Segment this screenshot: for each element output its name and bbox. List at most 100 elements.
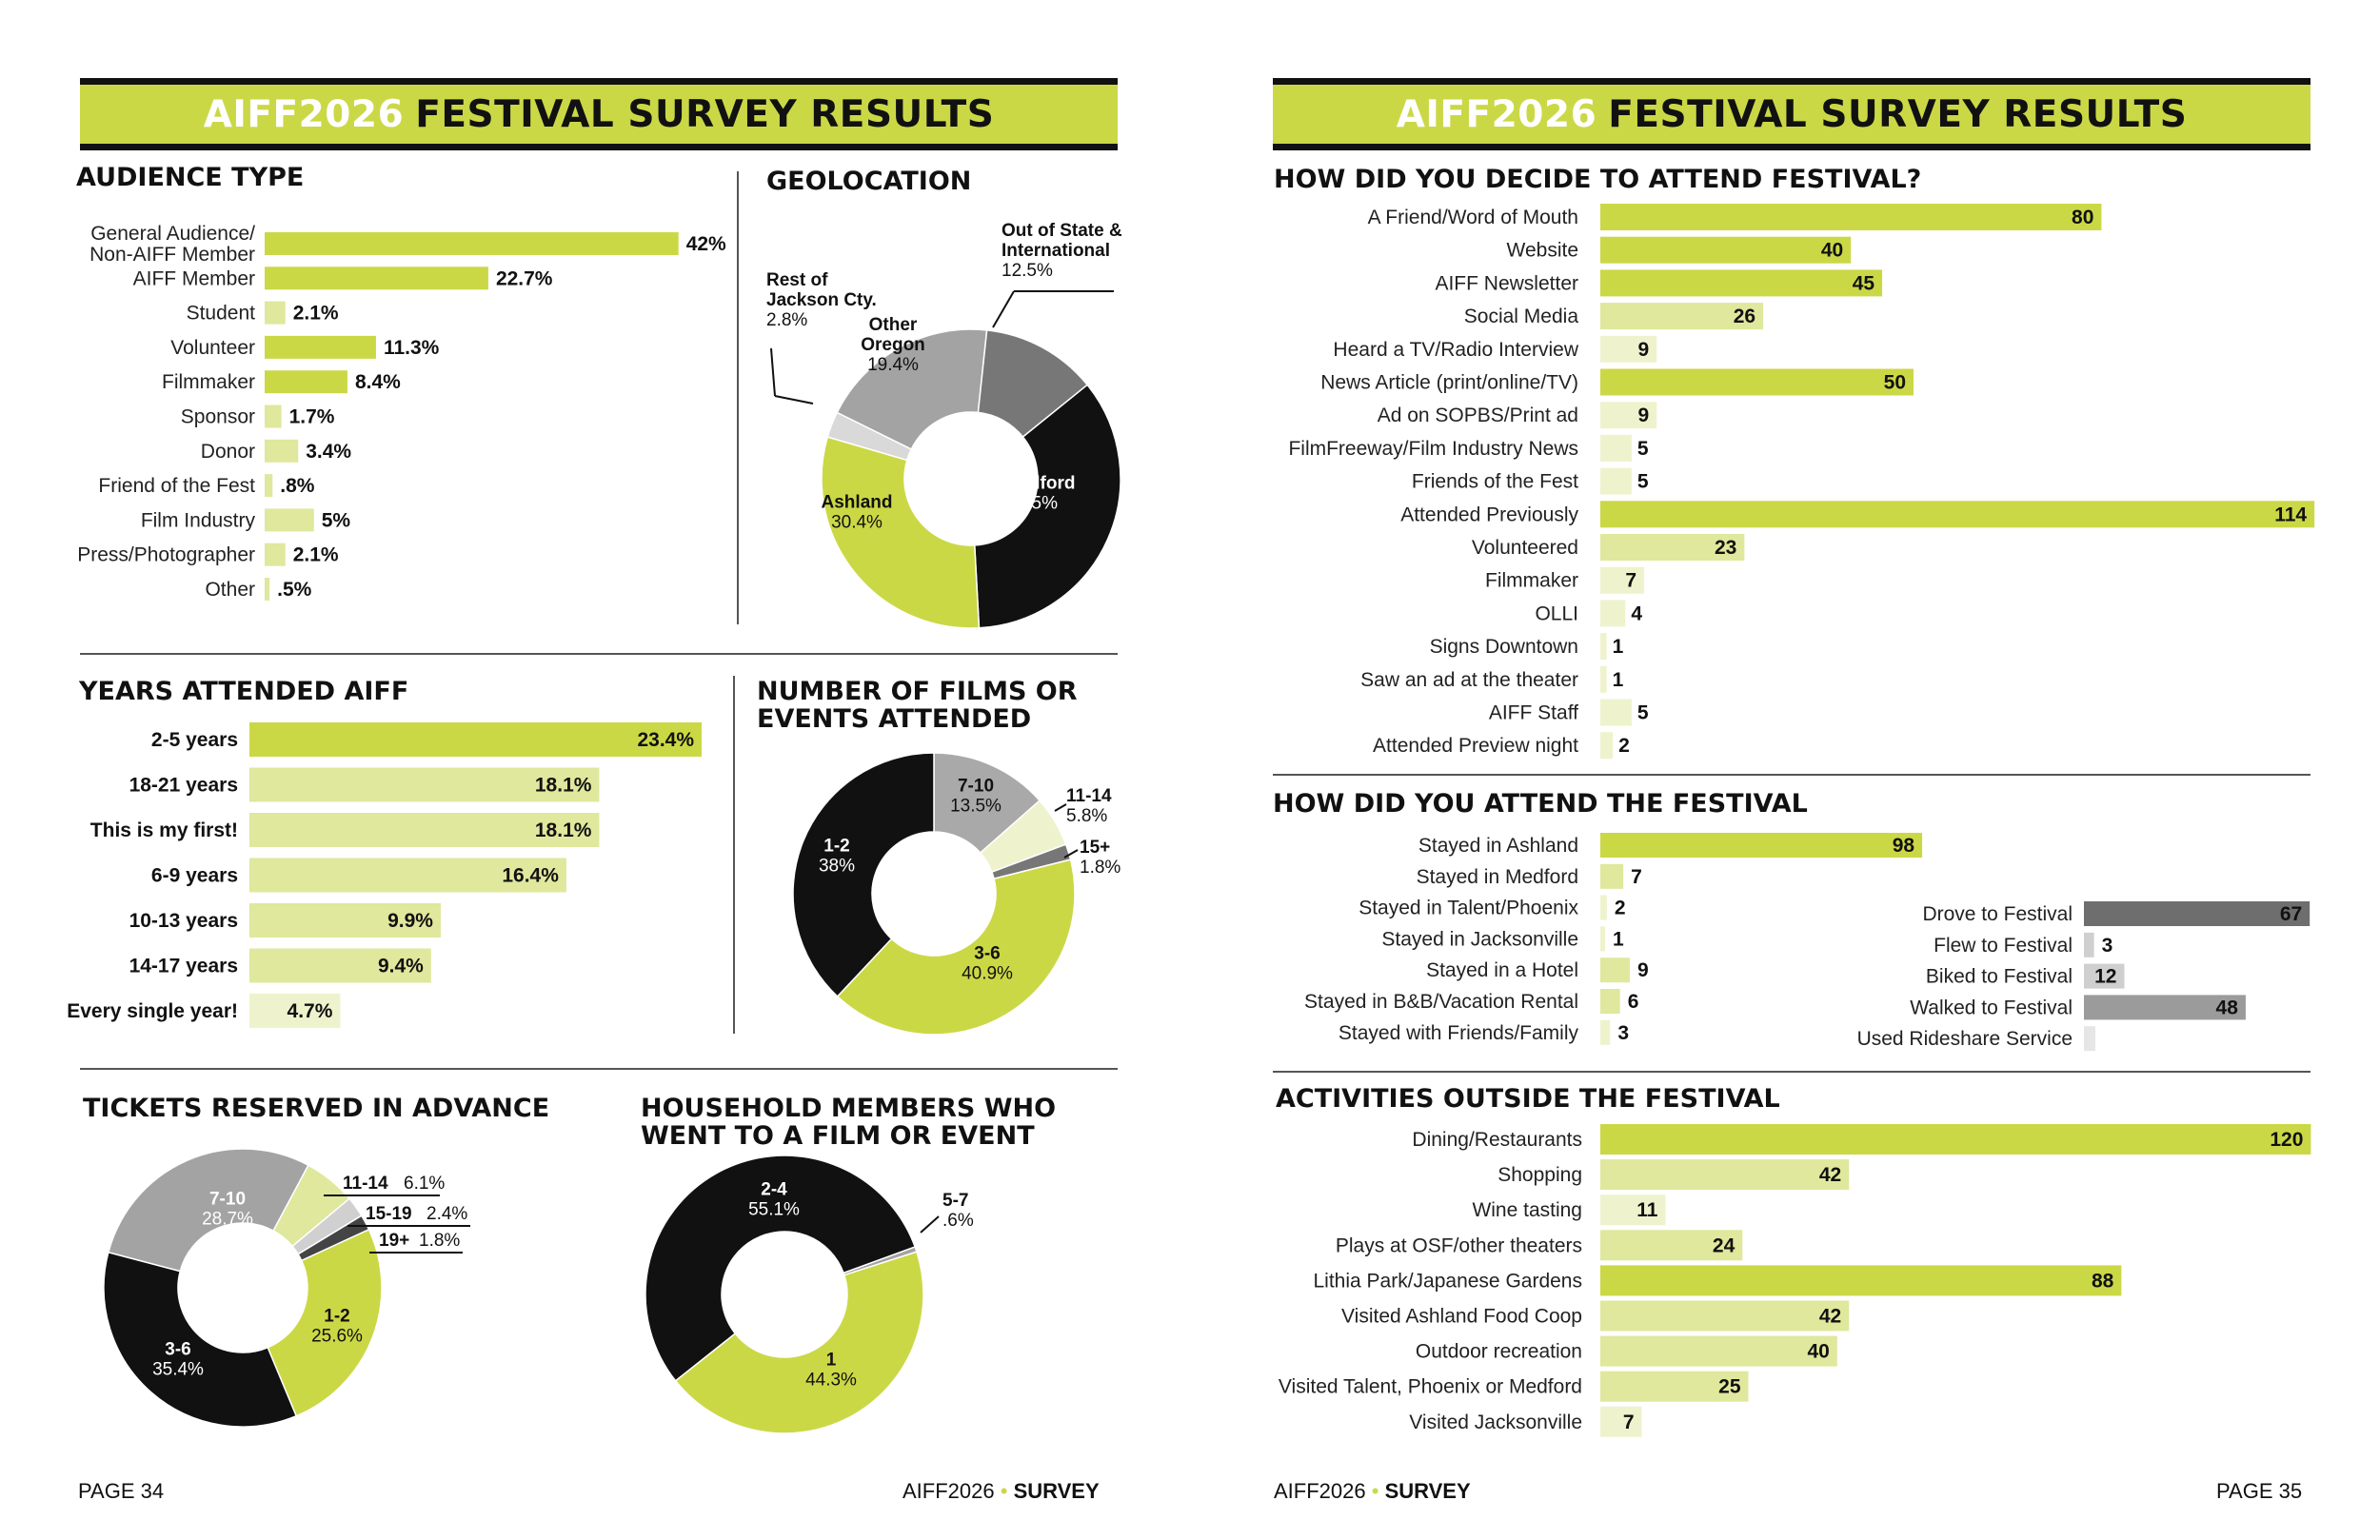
bar <box>249 903 441 938</box>
bar <box>1600 1159 1850 1191</box>
bar <box>265 543 286 566</box>
slice-label: 19+ <box>379 1231 409 1251</box>
category-label: 6-9 years <box>151 865 238 887</box>
footer-dot: • <box>1371 1479 1379 1503</box>
footer-page-right: PAGE 35 <box>2216 1479 2303 1503</box>
value-label: 1 <box>1613 636 1624 658</box>
slice-label: Out of State & International 12.5% <box>1002 221 1122 281</box>
value-label: 18.1% <box>535 819 592 841</box>
left-banner: AIFF2026 FESTIVAL SURVEY RESULTS <box>80 78 1118 150</box>
divider <box>80 653 1118 655</box>
slice-label: 5-7.6% <box>942 1191 974 1231</box>
value-label: 5 <box>1637 438 1649 460</box>
bar <box>1600 732 1614 760</box>
bar <box>1600 989 1620 1014</box>
value-label: 2.1% <box>293 303 339 325</box>
section-title-attend: HOW DID YOU ATTEND THE FESTIVAL <box>1273 789 1808 819</box>
pie-slice <box>977 329 1089 439</box>
pie-slice <box>836 859 1076 1036</box>
category-label: Social Media <box>1464 306 1579 327</box>
bar <box>1600 1194 1666 1226</box>
category-label: OLLI <box>1535 602 1578 624</box>
bar <box>1600 236 1852 264</box>
slice-label: 15-19 <box>366 1204 412 1224</box>
value-label: 12 <box>2094 966 2116 988</box>
slice-label: 11-14 5.8% <box>1066 786 1112 826</box>
category-label: Saw an ad at the theater <box>1360 669 1578 691</box>
section-title-activities: ACTIVITIES OUTSIDE THE FESTIVAL <box>1276 1084 1780 1114</box>
divider <box>1273 774 2311 776</box>
bar <box>249 767 600 802</box>
value-label: 22.7% <box>496 267 553 289</box>
bar <box>2084 1026 2095 1052</box>
bar <box>265 439 299 463</box>
leader-line <box>1063 849 1079 859</box>
value-label: 42 <box>1819 1164 1841 1186</box>
bar <box>1600 1300 1850 1332</box>
bar <box>1600 958 1631 983</box>
right-banner: AIFF2026 FESTIVAL SURVEY RESULTS <box>1273 78 2311 150</box>
footer-brand: AIFF2026 <box>1274 1479 1366 1503</box>
value-label: 3 <box>2102 935 2113 957</box>
value-label: 2.1% <box>293 544 339 566</box>
value-label: 42 <box>1819 1306 1841 1328</box>
value-label: 1 <box>1613 669 1624 691</box>
value-label: 67 <box>2280 903 2302 925</box>
section-title-household: HOUSEHOLD MEMBERS WHO WENT TO A FILM OR … <box>641 1094 1057 1151</box>
category-label: Other <box>205 579 255 601</box>
slice-label: 1-2 38% <box>819 837 855 877</box>
category-label: Signs Downtown <box>1430 636 1578 658</box>
value-label: 40 <box>1821 240 1843 262</box>
category-label: Drove to Festival <box>1922 903 2073 925</box>
value-label: 8.4% <box>355 371 401 393</box>
banner-highlight: AIFF2026 <box>1396 92 1597 136</box>
value-label: 80 <box>2072 207 2093 228</box>
category-label: Attended Previously <box>1400 503 1578 525</box>
bar <box>249 994 341 1028</box>
category-label: Dining/Restaurants <box>1412 1129 1582 1151</box>
bar <box>249 948 431 983</box>
bar <box>1600 467 1632 495</box>
banner-title: FESTIVAL SURVEY RESULTS <box>415 92 995 136</box>
category-label: 14-17 years <box>129 956 238 977</box>
bar <box>1600 699 1632 726</box>
bar <box>265 232 679 255</box>
bar <box>2084 995 2246 1020</box>
bar <box>265 335 376 359</box>
leader-line <box>1054 803 1067 812</box>
category-label: Stayed in Ashland <box>1418 835 1578 857</box>
footer-dot: • <box>1000 1479 1008 1503</box>
bar <box>1600 895 1607 920</box>
bar <box>265 508 314 532</box>
bar <box>249 813 600 847</box>
banner-title: FESTIVAL SURVEY RESULTS <box>1608 92 2188 136</box>
category-label: Volunteer <box>170 337 255 359</box>
bar <box>1600 303 1764 330</box>
divider <box>1273 1071 2311 1073</box>
category-label: Visited Ashland Food Coop <box>1341 1306 1582 1328</box>
slice-label: 1-2 25.6% <box>311 1307 363 1347</box>
category-label: Biked to Festival <box>1926 966 2073 988</box>
slice-label: Rest of Jackson Cty. 2.8% <box>766 270 877 330</box>
leader-line <box>774 395 814 405</box>
banner-highlight: AIFF2026 <box>203 92 405 136</box>
bar <box>1600 1019 1611 1045</box>
footer-survey: SURVEY <box>1013 1479 1100 1503</box>
bar <box>1600 863 1624 889</box>
footer-page-left: PAGE 34 <box>78 1479 165 1503</box>
slice-label: 1.8% <box>419 1231 460 1251</box>
pie-slice <box>674 1251 924 1434</box>
bar <box>1600 833 1923 858</box>
bar <box>1600 204 2102 230</box>
category-label: Stayed in Talent/Phoenix <box>1359 898 1578 919</box>
category-label: Stayed in Jacksonville <box>1381 928 1578 950</box>
category-label: 2-5 years <box>151 729 238 751</box>
divider <box>737 171 739 624</box>
value-label: 3.4% <box>306 441 351 463</box>
category-label: 10-13 years <box>129 910 238 932</box>
bar <box>265 301 286 325</box>
category-label: Used Rideshare Service <box>1857 1028 2073 1050</box>
bar <box>265 267 488 290</box>
bar <box>265 370 347 394</box>
value-label: 3 <box>1617 1022 1629 1044</box>
